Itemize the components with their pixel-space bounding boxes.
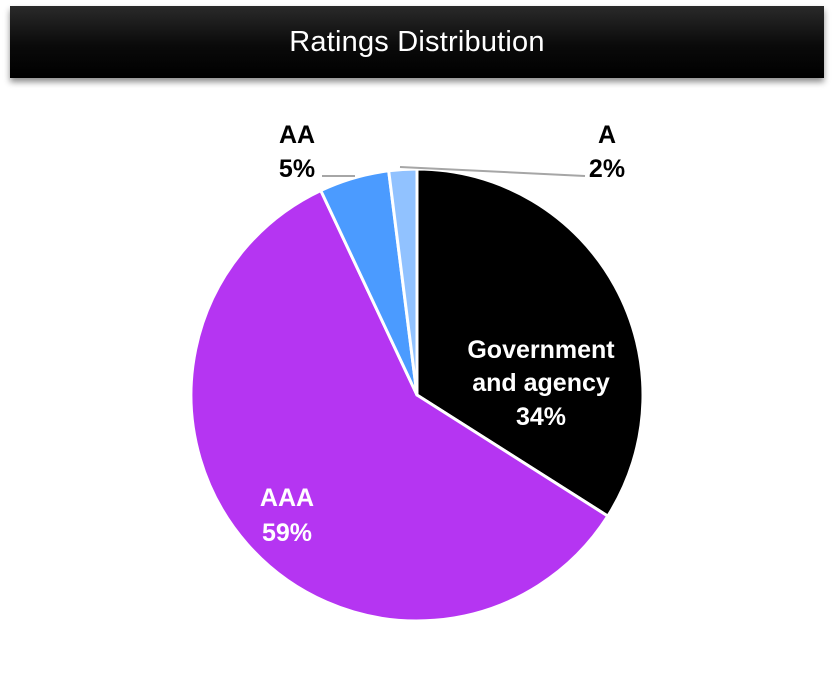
pie-slice-a: [387, 167, 419, 397]
pie-slice-aaa: [189, 189, 610, 623]
title-bar: Ratings Distribution: [10, 6, 824, 78]
slice-value-government-and-agency: 34%: [516, 403, 566, 431]
slice-label-aaa: AAA: [260, 484, 314, 512]
pie-slices: [189, 167, 645, 623]
slice-label-a: A: [598, 121, 616, 149]
chart-title: Ratings Distribution: [289, 25, 545, 58]
slice-label-aa: AA: [279, 121, 315, 149]
slice-value-aa: 5%: [279, 155, 315, 183]
slice-value-a: 2%: [589, 155, 625, 183]
leader-lines: [322, 166, 586, 177]
slice-value-aaa: 59%: [262, 519, 312, 547]
leader-line-a: [399, 166, 586, 177]
slice-label-government-and-agency: Government and agency: [467, 336, 615, 397]
slice-labels: Government and agency 34% AAA 59% AA 5% A 2%: [260, 121, 625, 547]
